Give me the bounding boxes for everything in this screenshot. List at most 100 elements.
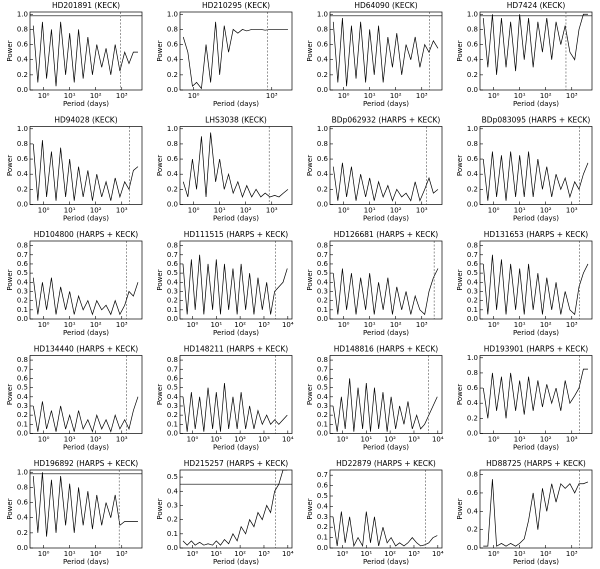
x-tick-label: 10³ xyxy=(266,207,278,215)
y-tick-label: 0.6 xyxy=(167,155,179,163)
y-tick-label: 0.2 xyxy=(317,185,328,193)
y-axis-label: Power xyxy=(306,498,314,519)
panel-title: HD134440 (HARPS + KECK) xyxy=(34,345,138,354)
y-tick-label: 0.2 xyxy=(467,185,478,193)
y-tick-label: 0.3 xyxy=(17,402,28,410)
y-tick-label: 0.3 xyxy=(167,402,178,410)
x-axis-label: Period (days) xyxy=(213,329,259,337)
y-axis-label: Power xyxy=(456,384,464,405)
y-tick-label: 0.6 xyxy=(167,374,179,382)
x-tick-label: 10¹ xyxy=(64,436,76,444)
x-tick-label: 10¹ xyxy=(64,207,76,215)
x-tick-label: 10⁰ xyxy=(38,550,50,558)
panel: 0.0 0.10.20.30.40.5 0.60.70.8 10⁰ 10¹ 10² 10³ 1… xyxy=(156,345,294,452)
plot-frame xyxy=(29,126,143,205)
y-tick-label: 0.0 xyxy=(467,201,478,209)
x-tick-label: 10⁴ xyxy=(432,550,444,558)
y-tick-label: 0.0 xyxy=(167,315,178,323)
panel-title: HD22879 (HARPS + KECK) xyxy=(336,459,436,468)
x-tick-label: 10⁰ xyxy=(338,92,350,100)
y-tick-label: 0.1 xyxy=(317,306,328,314)
x-tick-label: 10³ xyxy=(416,92,428,100)
y-tick-label: 0.6 xyxy=(17,41,29,49)
x-tick-label: 10² xyxy=(90,207,102,215)
x-axis-label: Period (days) xyxy=(213,558,259,565)
y-tick-label: 0.7 xyxy=(167,365,178,373)
y-tick-label: 0.2 xyxy=(167,516,178,524)
panel: 0.0 0.1 0.2 0.3 0.4 0.5 10⁰ 10¹ 10² 10³ 10⁴ HD21525… xyxy=(156,459,294,566)
x-tick-label: 10² xyxy=(540,550,552,558)
x-tick-label: 10¹ xyxy=(64,321,76,329)
y-tick-label: 0.4 xyxy=(167,393,179,401)
y-tick-label: 0.0 xyxy=(17,86,28,94)
x-tick-label: 10³ xyxy=(258,436,270,444)
y-tick-label: 0.8 xyxy=(317,242,328,250)
y-tick-label: 0.6 xyxy=(317,155,329,163)
y-tick-label: 0.4 xyxy=(17,278,29,286)
panel-title: HD131653 (HARPS + KECK) xyxy=(484,230,588,239)
y-tick-label: 0.2 xyxy=(167,71,178,79)
panel-title: HD215257 (HARPS + KECK) xyxy=(184,459,288,468)
x-tick-label: 10¹ xyxy=(364,92,376,100)
x-tick-label: 10⁰ xyxy=(188,92,200,100)
plot-frame xyxy=(479,355,593,434)
power-line xyxy=(182,21,288,90)
y-tick-label: 0.2 xyxy=(467,71,478,79)
y-tick-label: 0.5 xyxy=(17,269,28,277)
y-tick-label: 0.5 xyxy=(167,473,178,481)
x-tick-label: 10¹ xyxy=(360,550,372,558)
y-tick-label: 0.0 xyxy=(17,201,28,209)
plot-frame xyxy=(29,11,143,91)
x-tick-label: 10⁰ xyxy=(338,207,350,215)
x-tick-label: 10⁴ xyxy=(282,550,294,558)
x-tick-label: 10⁴ xyxy=(282,436,294,444)
x-tick-label: 10² xyxy=(390,321,402,329)
x-tick-label: 10² xyxy=(234,321,246,329)
y-tick-label: 0.4 xyxy=(467,507,479,515)
y-tick-label: 0.8 xyxy=(467,25,478,33)
y-tick-label: 1.0 xyxy=(467,10,478,18)
plot-frame xyxy=(329,11,443,91)
y-tick-label: 1.0 xyxy=(17,468,28,476)
power-line xyxy=(32,140,139,201)
power-line xyxy=(32,277,139,316)
panel-title: HD64090 (KECK) xyxy=(354,1,417,10)
y-axis-label: Power xyxy=(6,498,14,519)
y-tick-label: 0.4 xyxy=(17,393,29,401)
y-tick-label: 0.2 xyxy=(17,529,28,537)
y-tick-label: 0.6 xyxy=(17,155,29,163)
x-tick-label: 10³ xyxy=(266,92,278,100)
panel: 0.0 0.2 0.4 0.6 0.8 1.0 10⁰ 10¹ 10² 10³ HD7424 (KE… xyxy=(456,1,593,108)
y-axis-label: Power xyxy=(456,155,464,176)
plot-frame xyxy=(479,11,593,91)
x-tick-label: 10¹ xyxy=(514,436,526,444)
y-tick-label: 0.6 xyxy=(467,155,479,163)
x-tick-label: 10³ xyxy=(116,207,128,215)
y-tick-label: 0.2 xyxy=(317,411,328,419)
x-tick-label: 10² xyxy=(384,436,396,444)
y-tick-label: 0.3 xyxy=(167,287,178,295)
x-tick-label: 10² xyxy=(90,92,102,100)
x-tick-label: 10¹ xyxy=(64,92,76,100)
x-tick-label: 10¹ xyxy=(364,321,376,329)
panel-title: HD148816 (HARPS + KECK) xyxy=(334,345,438,354)
panel: 0.0 0.2 0.4 0.6 0.8 1.0 10⁰ 10¹ 10² 10³ LHS3038 (K… xyxy=(156,116,293,223)
panel-title: HD104800 (HARPS + KECK) xyxy=(34,230,138,239)
x-tick-label: 10⁰ xyxy=(187,321,199,329)
plot-frame xyxy=(29,240,143,320)
plot-frame xyxy=(329,469,443,549)
y-tick-label: 0.2 xyxy=(317,297,328,305)
y-tick-label: 1.0 xyxy=(167,125,178,133)
x-tick-label: 10¹ xyxy=(214,207,226,215)
x-tick-label: 10¹ xyxy=(64,550,76,558)
y-tick-label: 0.4 xyxy=(317,393,329,401)
y-tick-label: 0.8 xyxy=(167,356,178,364)
y-tick-label: 0.3 xyxy=(317,287,328,295)
x-tick-label: 10³ xyxy=(416,321,428,329)
y-tick-label: 0.6 xyxy=(467,41,479,49)
x-tick-label: 10⁰ xyxy=(337,550,349,558)
y-tick-label: 0.3 xyxy=(17,287,28,295)
power-line xyxy=(182,382,288,432)
x-tick-label: 10¹ xyxy=(210,436,222,444)
panel: 0.00.10.2 0.30.40.50.60.70.8 10⁰ 10¹ 10² 10³ H… xyxy=(6,230,143,337)
